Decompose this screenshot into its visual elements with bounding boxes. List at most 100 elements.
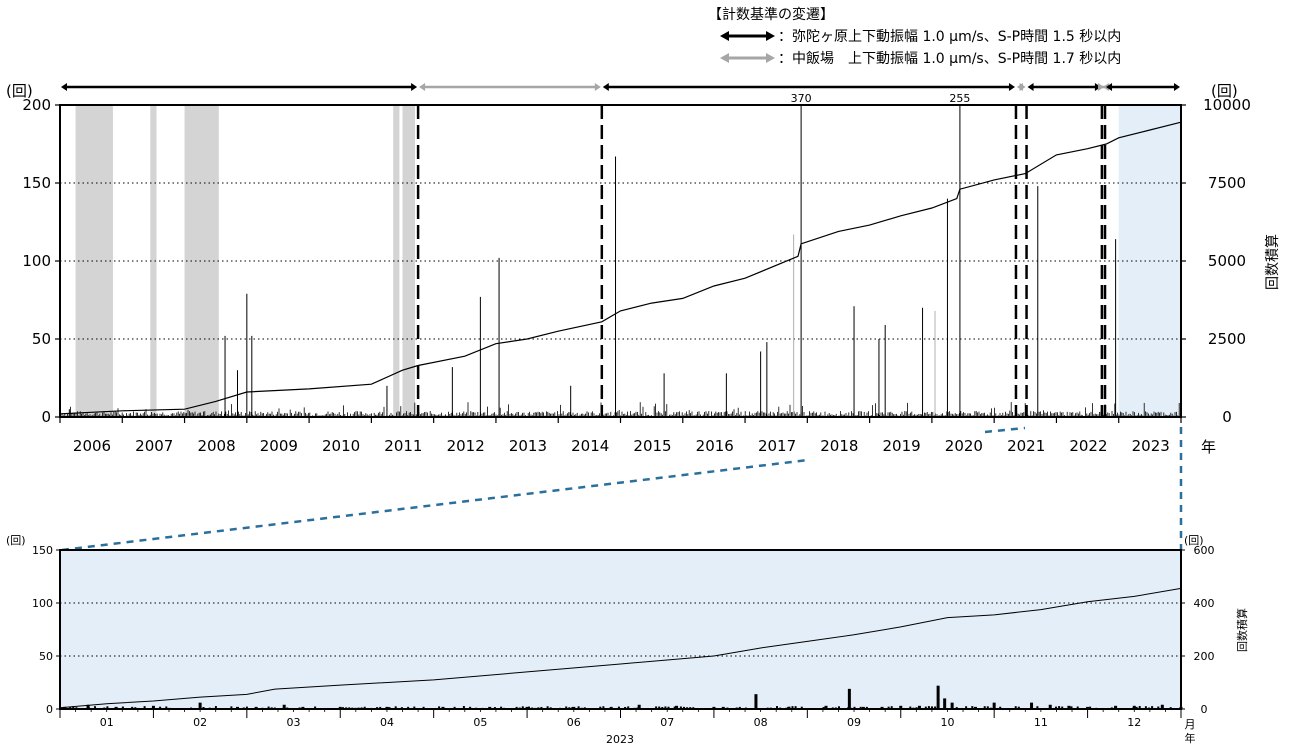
y2-tick-label: 7500: [1208, 174, 1246, 192]
count-bar: [1030, 702, 1034, 709]
count-bar: [338, 706, 342, 709]
count-bar: [1086, 706, 1090, 709]
x-tick-label: 2006: [73, 437, 111, 455]
month-label: 06: [567, 716, 581, 729]
count-bar: [1017, 706, 1020, 709]
count-bar: [453, 706, 456, 709]
count-bar: [1055, 706, 1057, 709]
y-tick-label: 100: [32, 597, 53, 610]
count-bar: [824, 705, 828, 709]
count-bar: [151, 705, 155, 709]
count-bar: [159, 706, 162, 709]
count-bar: [971, 706, 974, 709]
count-bar: [230, 706, 233, 709]
criterion-period-arrow: [1027, 83, 1101, 91]
count-bar: [738, 706, 741, 709]
count-bar: [528, 706, 530, 709]
criterion-arrow-head: [1098, 83, 1105, 91]
missing-data-band: [75, 105, 113, 417]
count-bar: [931, 706, 933, 709]
count-bar: [721, 706, 725, 709]
month-label: 04: [380, 716, 394, 729]
month-label: 03: [287, 716, 301, 729]
criterion-period-arrow: [419, 83, 601, 91]
count-bar: [986, 706, 989, 709]
zoom-connector-mid: [984, 426, 1026, 434]
criterion-arrow-head: [1019, 83, 1026, 91]
count-bar: [500, 706, 503, 709]
month-label: 02: [193, 716, 207, 729]
count-bar: [521, 706, 524, 709]
count-bar: [658, 706, 661, 709]
count-bar: [683, 706, 685, 709]
count-bar: [379, 706, 382, 709]
count-bar: [1138, 706, 1141, 709]
criterion-arrow-head: [1008, 83, 1015, 91]
count-bar: [965, 706, 968, 709]
count-bar: [254, 706, 258, 709]
count-bar: [627, 706, 630, 709]
count-bar: [927, 706, 930, 709]
count-bar: [859, 706, 862, 709]
month-label: 01: [100, 716, 114, 729]
y-tick-label: 0: [46, 703, 53, 716]
count-bar: [540, 706, 543, 709]
count-bar: [936, 685, 940, 709]
criterion-period-arrow: [1016, 83, 1026, 91]
count-bar: [880, 706, 884, 709]
criterion-arrow-head: [594, 83, 601, 91]
count-bar: [1151, 706, 1154, 709]
y2-tick-label: 0: [1201, 703, 1208, 716]
bottom-left-unit: (回): [6, 534, 26, 547]
count-bar: [114, 706, 118, 709]
y-tick-label: 50: [32, 330, 51, 348]
count-bar: [385, 706, 389, 709]
x-tick-label: 2014: [571, 437, 609, 455]
count-bar: [673, 706, 676, 709]
count-bar: [887, 706, 890, 709]
count-bar: [63, 706, 67, 709]
y2-tick-label: 0: [1222, 408, 1232, 426]
count-bar: [1014, 706, 1017, 709]
count-bar: [999, 706, 1002, 709]
cumulative-line: [59, 587, 1182, 709]
legend-light-arrow: [720, 53, 775, 63]
count-bar: [861, 706, 865, 709]
count-bar: [198, 702, 202, 709]
count-bar: [1048, 704, 1052, 709]
count-bar: [624, 706, 627, 709]
x-tick-label: 2023: [1132, 437, 1170, 455]
count-bar: [983, 706, 986, 709]
count-bar: [1114, 705, 1118, 709]
count-bar: [791, 706, 794, 709]
top-left-unit: (回): [6, 82, 33, 100]
count-bar: [853, 706, 856, 709]
count-bar: [515, 706, 518, 709]
x-tick-label: 2013: [509, 437, 547, 455]
x-tick-label: 2011: [384, 437, 422, 455]
criterion-period-arrow: [61, 83, 418, 91]
count-bar: [245, 706, 248, 709]
criterion-arrow-head: [1094, 83, 1101, 91]
plot-background: [60, 550, 1181, 709]
count-bar: [214, 706, 217, 709]
count-bar: [106, 706, 109, 709]
count-bar: [917, 705, 921, 709]
month-label: 05: [473, 716, 487, 729]
count-bar: [441, 706, 445, 709]
count-bar: [407, 706, 410, 709]
count-bar: [1067, 705, 1071, 709]
count-bar: [1089, 706, 1092, 709]
count-bar: [565, 706, 568, 709]
count-bar: [1157, 706, 1160, 709]
x-tick-label: 2016: [696, 437, 734, 455]
count-bar: [363, 706, 366, 709]
missing-data-band: [150, 105, 157, 417]
count-bar: [1135, 706, 1138, 709]
count-bar: [1036, 706, 1039, 709]
legend-line1: ：弥陀ヶ原上下動振幅 1.0 μm/s、S-P時間 1.5 秒以内: [778, 28, 1121, 45]
count-bar: [675, 705, 679, 709]
count-bar: [899, 705, 903, 709]
x-tick-label: 2021: [1007, 437, 1045, 455]
count-bar: [800, 706, 803, 709]
